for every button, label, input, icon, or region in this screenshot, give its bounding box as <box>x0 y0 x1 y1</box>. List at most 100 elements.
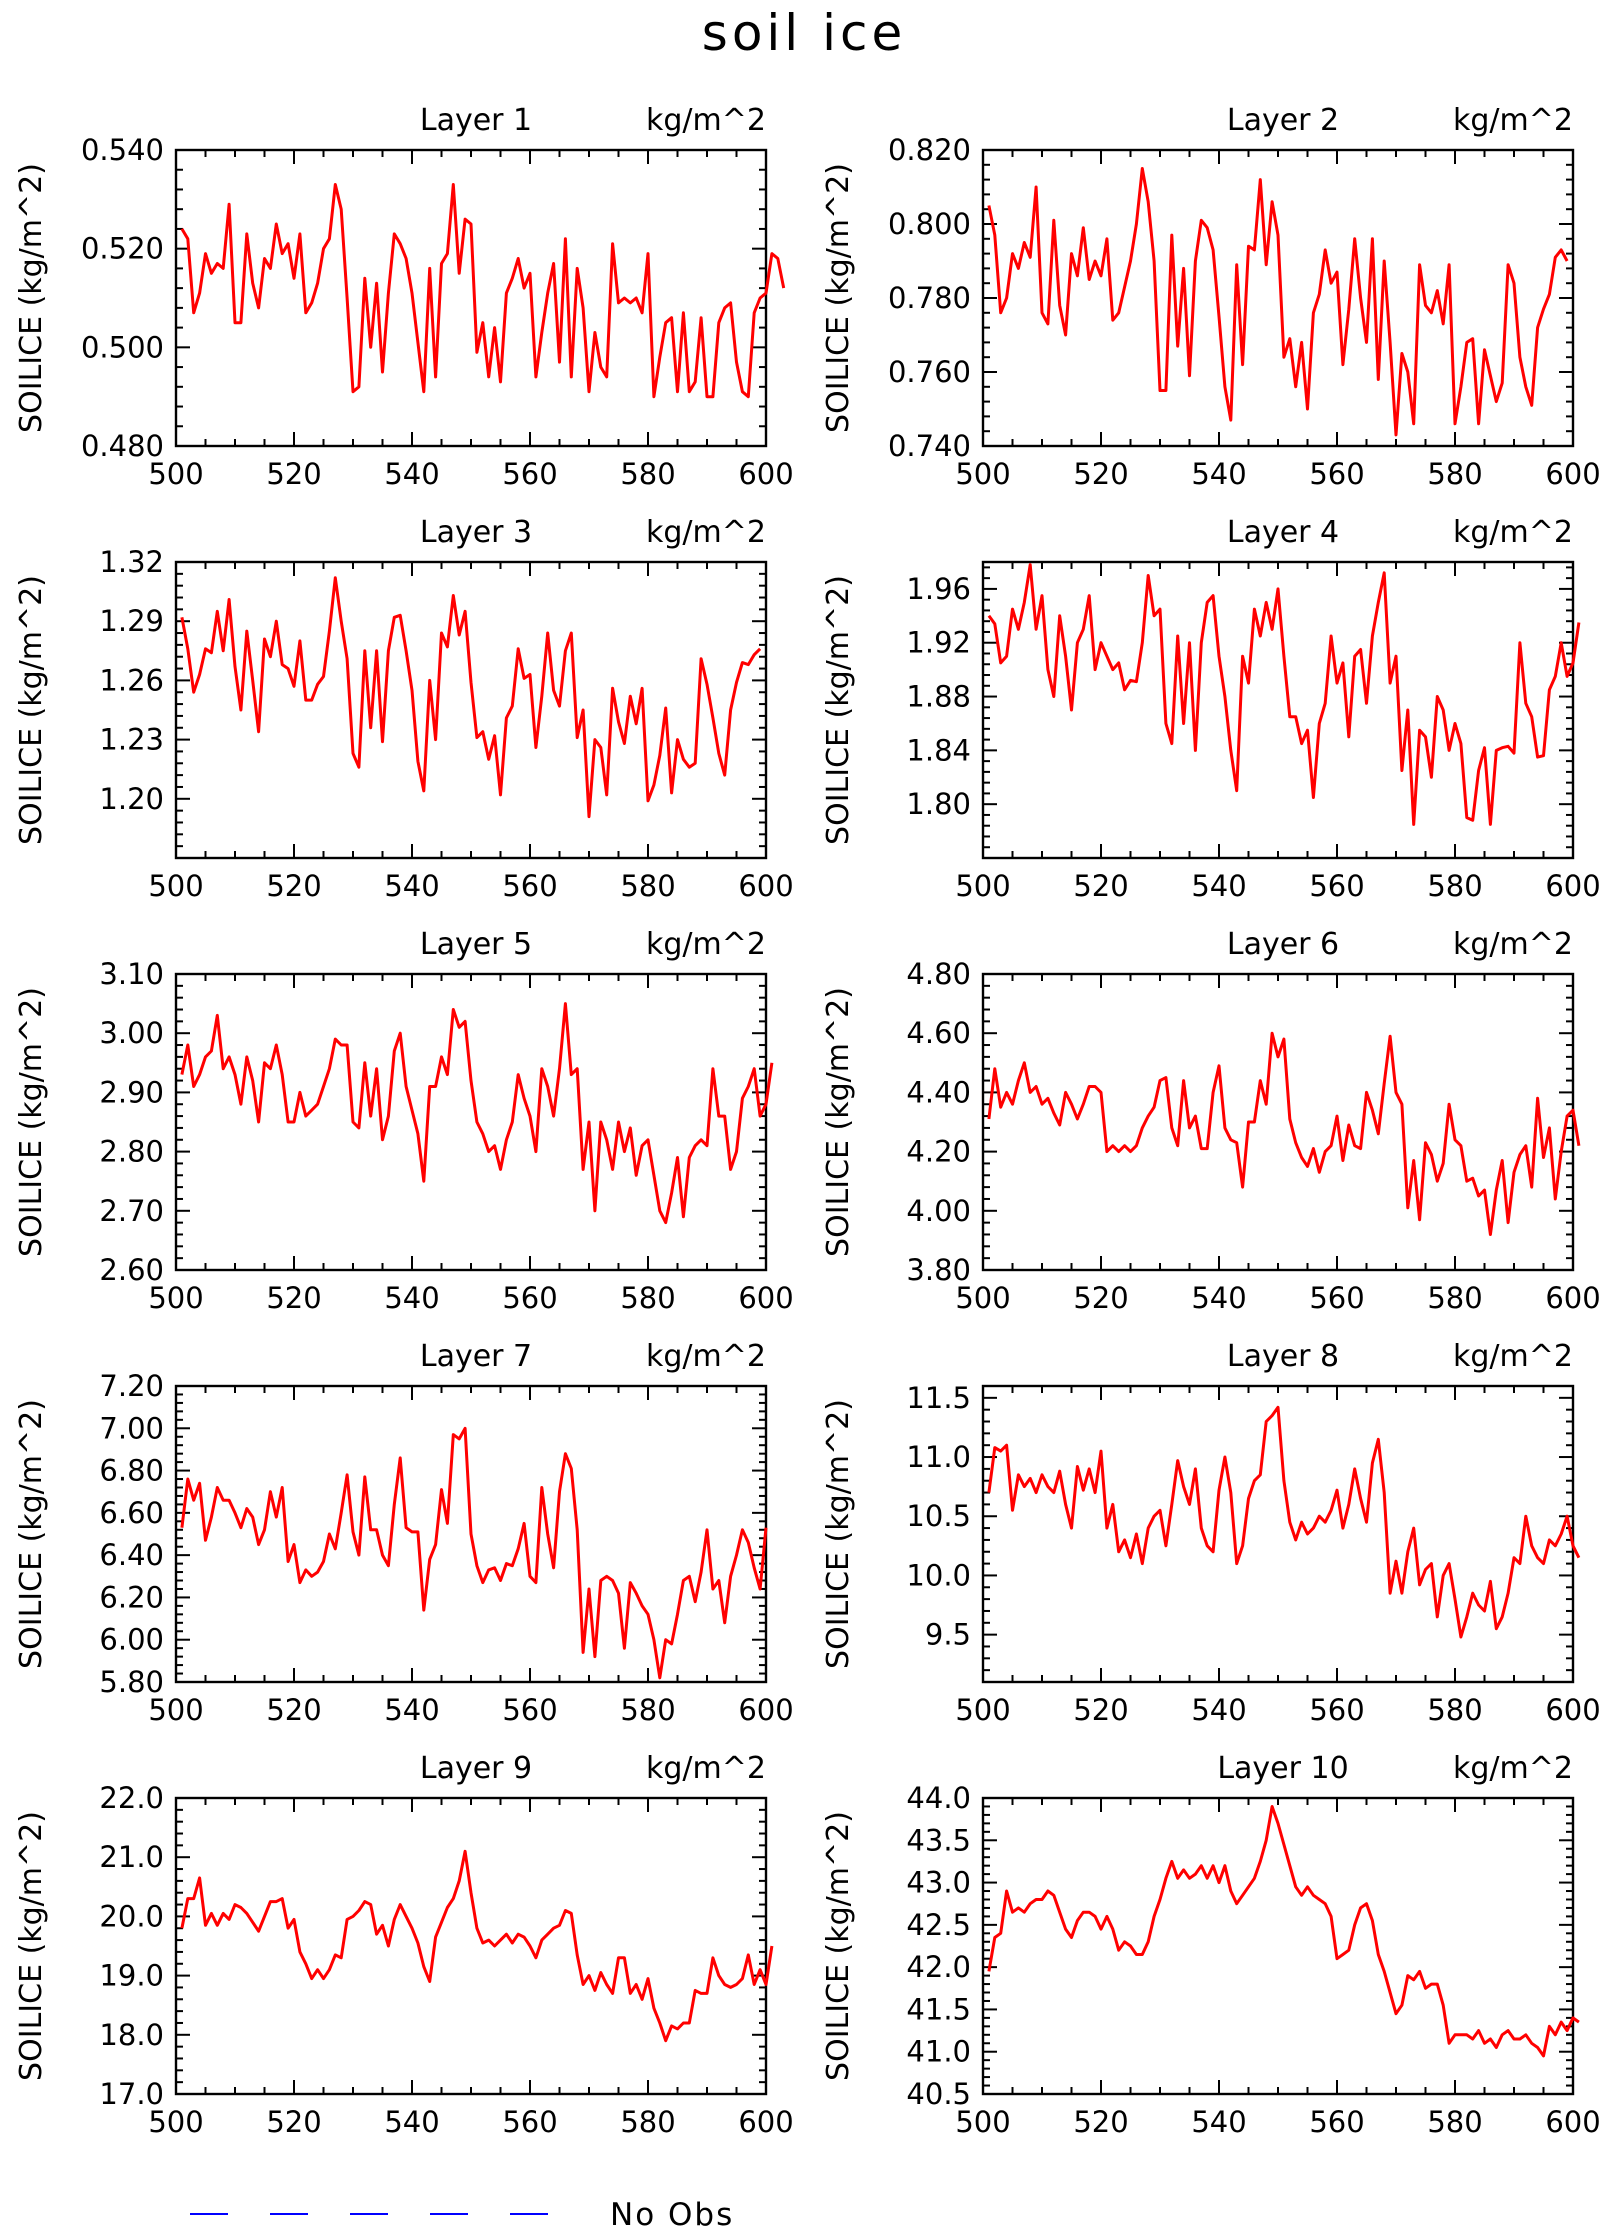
y-tick-label: 1.84 <box>906 733 971 767</box>
panel-title: Layer 3 <box>420 515 532 550</box>
panel-layer-1: Layer 1 kg/m^2 SOILICE (kg/m^2) 500 520 540 56… <box>14 103 794 491</box>
panel-unit: kg/m^2 <box>1453 1751 1573 1786</box>
x-tick-label: 540 <box>384 869 439 903</box>
plot-frame <box>981 1384 1575 1684</box>
y-tick-label: 3.10 <box>99 957 164 991</box>
y-axis-label: SOILICE (kg/m^2) <box>14 163 49 433</box>
panel-unit: kg/m^2 <box>646 515 766 550</box>
x-tick-label: 600 <box>1545 2105 1600 2139</box>
y-tick-label: 0.480 <box>81 429 164 463</box>
y-tick-label: 0.500 <box>81 330 164 364</box>
y-axis-label: SOILICE (kg/m^2) <box>14 987 49 1257</box>
x-tick-label: 540 <box>384 457 439 491</box>
y-tick-label: 41.5 <box>906 1992 971 2026</box>
series-line-layer-7 <box>180 1426 768 1680</box>
x-tick-label: 600 <box>1545 869 1600 903</box>
y-tick-label: 40.5 <box>906 2077 971 2111</box>
figure-title: soil ice <box>702 4 906 62</box>
series-line-layer-5 <box>180 1002 774 1225</box>
y-tick-label: 2.60 <box>99 1253 164 1287</box>
y-axis-label: SOILICE (kg/m^2) <box>821 163 856 433</box>
x-tick-label: 580 <box>1427 1693 1482 1727</box>
y-tick-label: 1.80 <box>906 787 971 821</box>
panel-title: Layer 2 <box>1227 103 1339 138</box>
panel-layer-9: Layer 9 kg/m^2 SOILICE (kg/m^2) 500 520 540 56… <box>14 1751 794 2139</box>
x-tick-label: 560 <box>502 869 557 903</box>
x-tick-label: 520 <box>1073 2105 1128 2139</box>
x-tick-label: 600 <box>738 2105 793 2139</box>
x-tick-label: 500 <box>148 2105 203 2139</box>
y-tick-label: 1.96 <box>906 572 971 606</box>
x-tick-label: 560 <box>502 2105 557 2139</box>
panel-layer-5: Layer 5 kg/m^2 SOILICE (kg/m^2) 500 520 540 56… <box>14 927 794 1315</box>
x-tick-label: 560 <box>502 1281 557 1315</box>
x-tick-label: 540 <box>1191 457 1246 491</box>
y-tick-label: 5.80 <box>99 1665 164 1699</box>
y-tick-label: 43.5 <box>906 1823 971 1857</box>
x-tick-label: 500 <box>148 1693 203 1727</box>
y-tick-label: 19.0 <box>99 1959 164 1993</box>
panel-layer-7: Layer 7 kg/m^2 SOILICE (kg/m^2) 500 520 540 56… <box>14 1339 794 1727</box>
y-tick-label: 3.00 <box>99 1016 164 1050</box>
x-tick-label: 580 <box>620 1693 675 1727</box>
plot-frame <box>174 148 768 448</box>
y-tick-label: 0.760 <box>888 355 971 389</box>
panel-title: Layer 10 <box>1217 1751 1348 1786</box>
panel-title: Layer 7 <box>420 1339 532 1374</box>
x-tick-label: 560 <box>1309 869 1364 903</box>
y-tick-label: 1.20 <box>99 782 164 816</box>
panels-grid: Layer 1 kg/m^2 SOILICE (kg/m^2) 500 520 540 56… <box>14 103 1601 2139</box>
x-tick-label: 580 <box>620 1281 675 1315</box>
x-tick-label: 500 <box>148 1281 203 1315</box>
x-tick-label: 560 <box>502 1693 557 1727</box>
y-tick-label: 6.00 <box>99 1623 164 1657</box>
y-tick-label: 1.29 <box>99 604 164 638</box>
panel-layer-10: Layer 10 kg/m^2 SOILICE (kg/m^2) 500 520 540 5… <box>821 1751 1601 2139</box>
y-tick-label: 4.80 <box>906 957 971 991</box>
y-axis-label: SOILICE (kg/m^2) <box>14 1811 49 2081</box>
panel-unit: kg/m^2 <box>1453 515 1573 550</box>
y-tick-label: 2.80 <box>99 1135 164 1169</box>
y-tick-label: 0.740 <box>888 429 971 463</box>
x-tick-label: 540 <box>384 1281 439 1315</box>
x-tick-label: 580 <box>1427 457 1482 491</box>
y-tick-label: 18.0 <box>99 2018 164 2052</box>
legend: No Obs <box>190 2197 732 2229</box>
y-tick-label: 41.0 <box>906 2035 971 2069</box>
y-tick-label: 1.88 <box>906 680 971 714</box>
y-tick-label: 1.92 <box>906 626 971 660</box>
y-tick-label: 42.5 <box>906 1908 971 1942</box>
x-tick-label: 520 <box>266 869 321 903</box>
y-tick-label: 7.00 <box>99 1411 164 1445</box>
x-tick-label: 520 <box>1073 457 1128 491</box>
x-tick-label: 600 <box>738 457 793 491</box>
panel-title: Layer 8 <box>1227 1339 1339 1374</box>
panel-unit: kg/m^2 <box>646 1339 766 1374</box>
y-tick-label: 11.0 <box>906 1440 971 1474</box>
panel-layer-2: Layer 2 kg/m^2 SOILICE (kg/m^2) 500 520 540 56… <box>821 103 1601 491</box>
x-tick-label: 600 <box>738 1693 793 1727</box>
y-tick-label: 10.5 <box>906 1499 971 1533</box>
panel-title: Layer 5 <box>420 927 532 962</box>
x-tick-label: 560 <box>1309 1693 1364 1727</box>
x-tick-label: 520 <box>266 1281 321 1315</box>
y-tick-label: 10.0 <box>906 1558 971 1592</box>
y-tick-label: 0.800 <box>888 207 971 241</box>
x-tick-label: 500 <box>955 2105 1010 2139</box>
panel-unit: kg/m^2 <box>646 927 766 962</box>
x-tick-label: 600 <box>738 869 793 903</box>
y-tick-label: 11.5 <box>906 1381 971 1415</box>
x-tick-label: 580 <box>1427 1281 1482 1315</box>
x-tick-label: 560 <box>502 457 557 491</box>
panel-layer-4: Layer 4 kg/m^2 SOILICE (kg/m^2) 500 520 540 56… <box>821 515 1601 903</box>
plot-frame <box>981 972 1575 1272</box>
panel-unit: kg/m^2 <box>1453 1339 1573 1374</box>
x-tick-label: 520 <box>266 1693 321 1727</box>
plot-frame <box>174 1796 768 2096</box>
panel-title: Layer 4 <box>1227 515 1339 550</box>
y-tick-label: 22.0 <box>99 1781 164 1815</box>
x-tick-label: 500 <box>955 457 1010 491</box>
y-tick-label: 1.32 <box>99 545 164 579</box>
x-tick-label: 540 <box>384 2105 439 2139</box>
x-tick-label: 560 <box>1309 457 1364 491</box>
